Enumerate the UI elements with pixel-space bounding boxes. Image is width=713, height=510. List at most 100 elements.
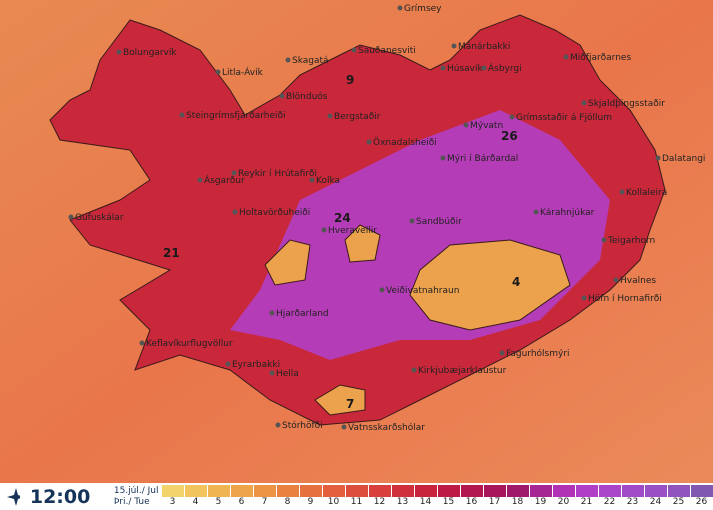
legend-label: 15 bbox=[442, 497, 455, 507]
legend-swatch bbox=[253, 485, 276, 497]
station-dot bbox=[601, 237, 607, 243]
temperature-label: 4 bbox=[512, 275, 520, 289]
place-name: Ásbyrgi bbox=[488, 62, 522, 74]
place-name: Hvalnes bbox=[620, 276, 656, 286]
legend-label: 16 bbox=[465, 497, 478, 507]
place-name: Vatnsskarðshólar bbox=[348, 422, 425, 433]
station-dot bbox=[581, 100, 587, 106]
legend-item: 23 bbox=[621, 483, 644, 510]
map: Grímsey Sauðanesviti Skagatá Mánárbakki Húsa… bbox=[0, 0, 713, 483]
place-name: Sauðanesviti bbox=[358, 46, 416, 56]
legend-label: 19 bbox=[534, 497, 547, 507]
legend-item: 8 bbox=[276, 483, 299, 510]
legend-label: 11 bbox=[350, 497, 363, 507]
legend-swatch bbox=[299, 485, 322, 497]
place-name: Bergstaðir bbox=[334, 112, 381, 122]
place-name: Grímsey bbox=[404, 4, 442, 14]
legend-swatch bbox=[207, 485, 230, 497]
station-dot bbox=[351, 47, 357, 53]
station-dot bbox=[440, 65, 446, 71]
legend-item: 7 bbox=[253, 483, 276, 510]
glacier bbox=[409, 239, 571, 331]
legend-swatch bbox=[667, 485, 690, 497]
station-dot bbox=[179, 112, 185, 118]
temperature-label: 9 bbox=[346, 73, 354, 87]
place-labels: Grímsey Sauðanesviti Skagatá Mánárbakki Húsa… bbox=[68, 4, 705, 433]
legend-item: 24 bbox=[644, 483, 667, 510]
place-name: Kirkjubæjarklaustur bbox=[418, 366, 507, 376]
legend-swatch bbox=[483, 485, 506, 497]
legend-item: 5 bbox=[207, 483, 230, 510]
place-name: Mánárbakki bbox=[458, 42, 510, 52]
legend-swatch bbox=[345, 485, 368, 497]
station-dot bbox=[232, 209, 238, 215]
legend-label: 5 bbox=[215, 497, 222, 507]
glacier bbox=[314, 384, 366, 416]
station-dot bbox=[563, 54, 569, 60]
station-dot bbox=[68, 214, 74, 220]
station-dot bbox=[499, 350, 505, 356]
place-name: Öxnadalsheiði bbox=[373, 137, 437, 148]
place-name: Kolka bbox=[316, 176, 340, 186]
station-dot bbox=[269, 310, 275, 316]
legend-label: 4 bbox=[192, 497, 199, 507]
place-name: Keflavíkurflugvöllur bbox=[146, 339, 233, 349]
station-dot bbox=[463, 122, 469, 128]
legend-item: 11 bbox=[345, 483, 368, 510]
legend-item: 10 bbox=[322, 483, 345, 510]
legend-label: 26 bbox=[695, 497, 708, 507]
place-name: Blönduós bbox=[286, 91, 328, 102]
place-name: Hjarðarland bbox=[276, 309, 329, 319]
legend-item: 12 bbox=[368, 483, 391, 510]
temperature-label: 26 bbox=[501, 129, 518, 143]
legend-label: 21 bbox=[580, 497, 593, 507]
legend-label: 8 bbox=[284, 497, 291, 507]
legend-item: 19 bbox=[529, 483, 552, 510]
legend-label: 25 bbox=[672, 497, 685, 507]
legend-item: 20 bbox=[552, 483, 575, 510]
station-dot bbox=[509, 114, 515, 120]
legend-swatch bbox=[690, 485, 713, 497]
station-dot bbox=[533, 209, 539, 215]
place-name: Reykir í Hrútafirði bbox=[238, 169, 317, 179]
station-dot bbox=[279, 93, 285, 99]
legend-item: 25 bbox=[667, 483, 690, 510]
legend-item: 6 bbox=[230, 483, 253, 510]
legend-item: 18 bbox=[506, 483, 529, 510]
place-name: Skagatá bbox=[292, 56, 329, 66]
time-bar: 12:00 15.júl./ Jul Þri./ Tue 3 4 5 6 7 8 9 10 11 1… bbox=[0, 483, 713, 510]
station-dot bbox=[379, 287, 385, 293]
legend-label: 10 bbox=[327, 497, 340, 507]
legend-item: 13 bbox=[391, 483, 414, 510]
place-name: Eyrarbakki bbox=[232, 360, 280, 370]
legend-swatch bbox=[322, 485, 345, 497]
play-icon[interactable] bbox=[6, 487, 20, 507]
place-name: Kárahnjúkar bbox=[540, 208, 595, 218]
place-name: Skjaldþingsstaðir bbox=[588, 99, 665, 109]
legend-label: 3 bbox=[169, 497, 176, 507]
place-name: Hveravellir bbox=[328, 226, 377, 236]
legend-label: 9 bbox=[307, 497, 314, 507]
legend-item: 9 bbox=[299, 483, 322, 510]
legend-swatch bbox=[414, 485, 437, 497]
legend-swatch bbox=[621, 485, 644, 497]
legend-swatch bbox=[552, 485, 575, 497]
station-dot bbox=[321, 227, 327, 233]
legend-swatch bbox=[391, 485, 414, 497]
station-dot bbox=[341, 424, 347, 430]
legend-swatch bbox=[230, 485, 253, 497]
station-dot bbox=[139, 340, 145, 346]
legend-item: 15 bbox=[437, 483, 460, 510]
legend-label: 24 bbox=[649, 497, 662, 507]
station-dot bbox=[269, 370, 275, 376]
glacier bbox=[344, 224, 381, 263]
place-name: Steingrímsfjarðarheiði bbox=[186, 111, 286, 121]
station-dot bbox=[481, 65, 487, 71]
legend-label: 18 bbox=[511, 497, 524, 507]
legend-swatch bbox=[529, 485, 552, 497]
legend-swatch bbox=[184, 485, 207, 497]
legend-label: 23 bbox=[626, 497, 639, 507]
station-dot bbox=[197, 177, 203, 183]
place-name: Stórhöfði bbox=[282, 420, 323, 431]
